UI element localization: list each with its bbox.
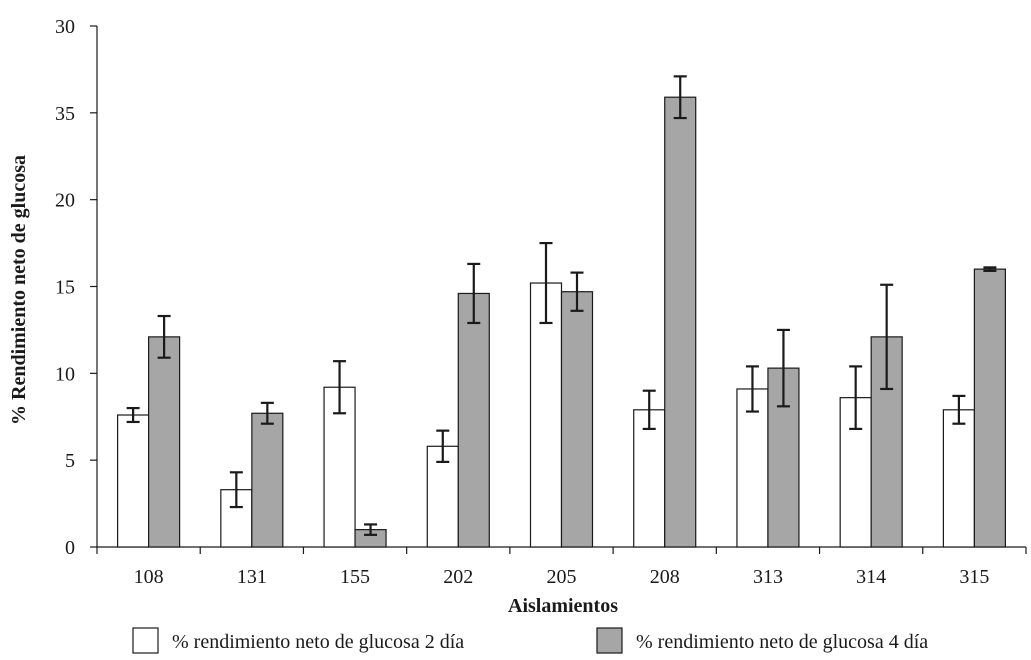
error-bar-series-1-315 <box>952 394 966 425</box>
y-tick-label: 35 <box>55 103 75 125</box>
error-bar-series-2-314 <box>880 283 894 391</box>
error-bars <box>126 75 997 536</box>
error-bar-series-1-131 <box>229 471 243 509</box>
error-bar-series-2-313 <box>776 328 790 408</box>
error-bar-series-2-155 <box>364 523 378 536</box>
error-bar-series-2-208 <box>673 75 687 120</box>
bar-series-2-205 <box>560 291 594 548</box>
bar-series-1-205 <box>529 282 563 548</box>
x-tick-label: 205 <box>547 566 577 588</box>
error-bar-series-2-205 <box>570 271 584 312</box>
x-tick-label: 315 <box>959 566 989 588</box>
bar-series-2-202 <box>457 292 490 548</box>
x-tick-label: 108 <box>134 566 164 588</box>
y-tick-label: 0 <box>65 537 75 559</box>
bars <box>117 96 1006 548</box>
y-tick-label: 20 <box>55 190 75 212</box>
y-tick-label: 5 <box>65 450 75 472</box>
bar-series-2-131 <box>251 412 284 548</box>
legend: % rendimiento neto de glucosa 2 día % re… <box>132 627 928 654</box>
error-bar-series-2-315 <box>983 266 997 272</box>
y-tick-label: 30 <box>55 16 75 38</box>
x-tick-label: 202 <box>443 566 473 588</box>
bar-series-1-108 <box>117 414 150 548</box>
error-bar-series-1-313 <box>745 365 759 413</box>
error-bar-series-1-208 <box>642 389 656 431</box>
error-bar-series-2-131 <box>260 401 274 425</box>
error-bar-series-1-202 <box>436 429 450 464</box>
legend-label-2-dia: % rendimiento neto de glucosa 2 día <box>172 631 464 653</box>
legend-swatch-4-dia <box>596 627 623 654</box>
bar-series-1-313 <box>736 388 769 548</box>
y-tick-label: 15 <box>55 277 75 299</box>
x-tick-label: 131 <box>237 566 267 588</box>
y-axis: 0 5 10 15 20 35 30 <box>55 16 98 559</box>
bar-series-1-315 <box>942 409 975 548</box>
bar-series-1-208 <box>633 409 666 548</box>
bar-series-2-108 <box>148 336 181 548</box>
error-bar-series-1-108 <box>126 406 140 424</box>
x-tick-label: 314 <box>856 566 886 588</box>
y-tick-label: 10 <box>55 363 75 385</box>
x-axis-title: Aislamientos <box>508 595 618 617</box>
error-bar-series-1-155 <box>333 360 347 415</box>
error-bar-series-1-314 <box>849 365 863 431</box>
error-bar-series-1-205 <box>539 241 553 325</box>
x-tick-label: 208 <box>650 566 680 588</box>
bar-series-2-208 <box>664 96 697 548</box>
bar-series-1-202 <box>426 445 459 548</box>
error-bar-series-2-108 <box>157 314 171 359</box>
x-axis: 108 131 155 202 205 208 313 314 315 <box>96 546 1027 588</box>
legend-swatch-2-dia <box>132 627 159 654</box>
legend-label-4-dia: % rendimiento neto de glucosa 4 día <box>636 631 928 653</box>
x-tick-label: 313 <box>753 566 783 588</box>
bar-series-2-315 <box>973 268 1006 548</box>
error-bar-series-2-202 <box>467 262 481 325</box>
x-tick-label: 155 <box>340 566 370 588</box>
y-axis-title: % Rendimiento neto de glucosa <box>8 155 30 425</box>
